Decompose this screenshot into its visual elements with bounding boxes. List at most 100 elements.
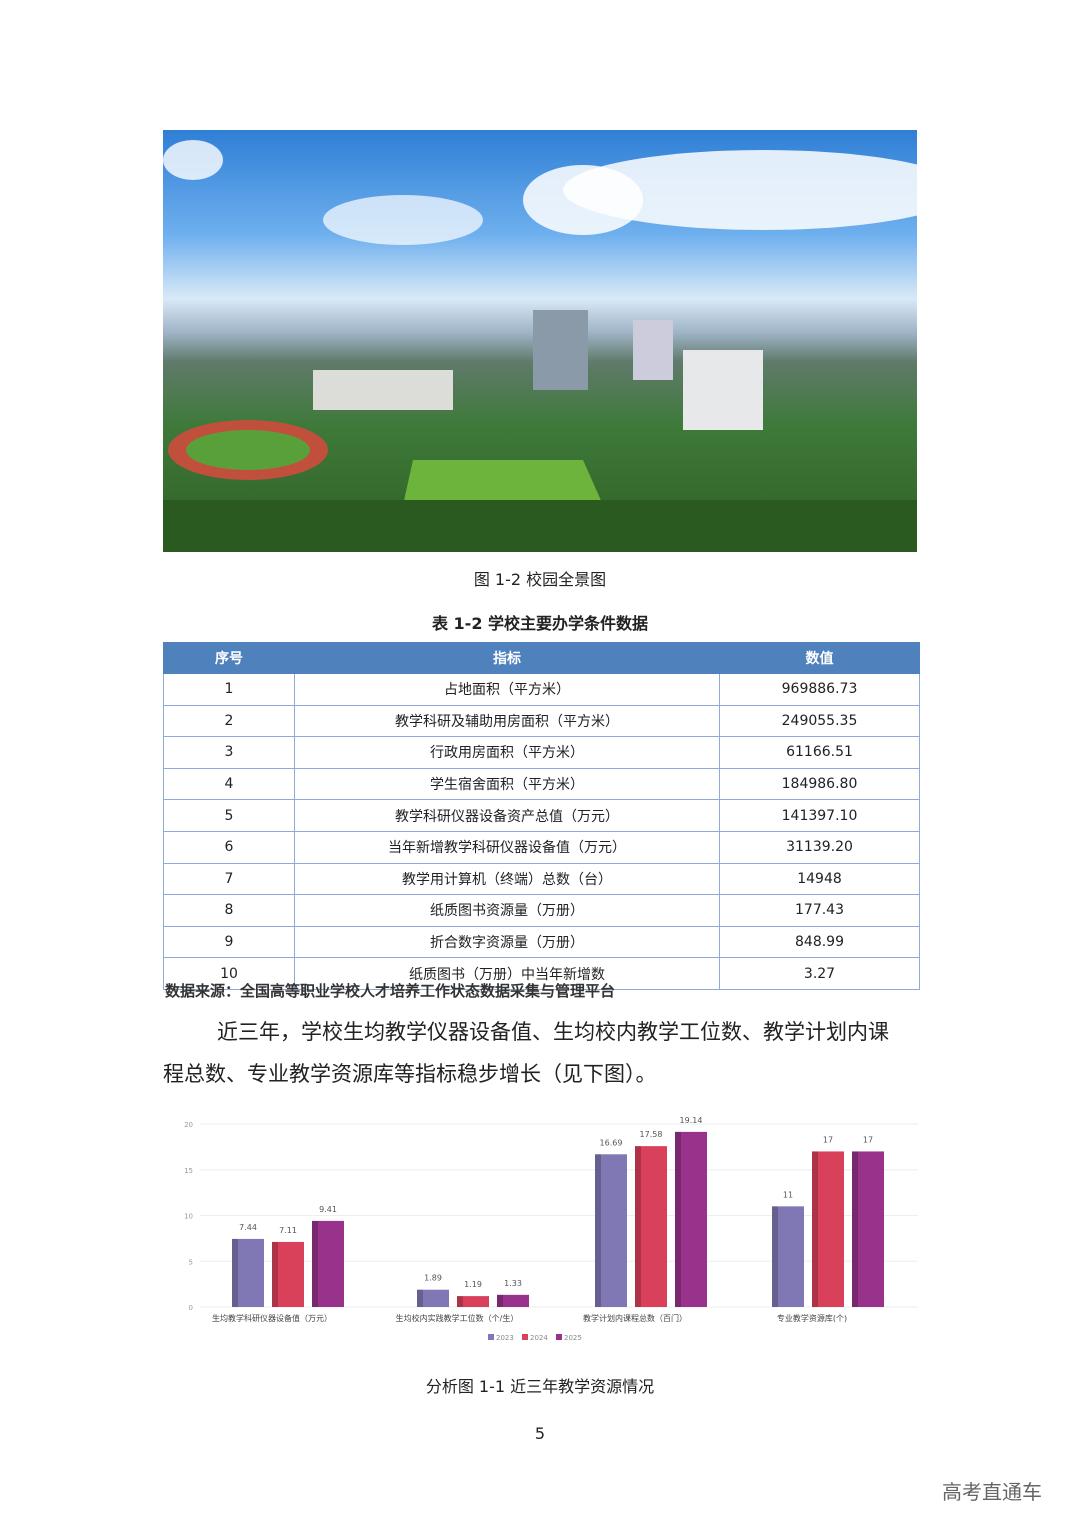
bar-2025	[312, 1220, 344, 1307]
teaching-resources-bar-chart: 0 5 10 15 20 7.44 7.11 9.41 生均教学科研仪器设备值（万元） 1.89 1…	[184, 1116, 918, 1342]
photo-caption: 图 1-2 校园全景图	[473, 570, 607, 589]
data-label: 7.11	[279, 1226, 297, 1235]
row-indicator-cell: 折合数字资源量（万册）	[294, 925, 720, 959]
row-value-cell: 848.99	[719, 925, 920, 959]
table-row: 6 当年新增教学科研仪器设备值（万元） 31139.20	[163, 830, 920, 864]
legend-swatch-2023	[488, 1334, 494, 1340]
y-tick-label: 10	[184, 1213, 193, 1221]
data-label: 17	[863, 1135, 873, 1144]
bar-side-shade	[852, 1151, 858, 1307]
campus-panorama-photo	[163, 130, 917, 552]
row-indicator-cell: 纸质图书（万册）中当年新增数	[294, 957, 720, 990]
bar-side-shade	[232, 1238, 238, 1307]
bar-side-shade	[595, 1154, 601, 1307]
table-row: 1 占地面积（平方米） 969886.73	[163, 673, 920, 706]
school-conditions-table: 序号 指标 数值 1 占地面积（平方米） 969886.73 2 教学科研及辅助用房面积…	[163, 642, 920, 990]
bar-side-shade	[457, 1296, 463, 1307]
bar-2023	[232, 1238, 264, 1307]
table-row: 5 教学科研仪器设备资产总值（万元） 141397.10	[163, 799, 920, 832]
data-label: 1.33	[504, 1279, 522, 1288]
legend-swatch-2025	[556, 1334, 562, 1340]
data-label: 1.89	[424, 1274, 442, 1283]
data-label: 19.14	[680, 1116, 703, 1125]
bar-side-shade	[812, 1151, 818, 1307]
row-value-cell: 14948	[719, 862, 920, 896]
paragraph-line-1: 近三年，学校生均教学仪器设备值、生均校内教学工位数、教学计划内课	[217, 1020, 889, 1044]
page-number: 5	[534, 1424, 546, 1443]
row-indicator-cell: 当年新增教学科研仪器设备值（万元）	[294, 830, 720, 864]
header-value: 数值	[719, 642, 920, 674]
row-indicator-cell: 教学科研仪器设备资产总值（万元）	[294, 799, 720, 832]
data-label: 1.19	[464, 1280, 482, 1289]
table-row: 2 教学科研及辅助用房面积（平方米） 249055.35	[163, 704, 920, 738]
row-value-cell: 3.27	[719, 957, 920, 990]
bar-2025	[497, 1294, 529, 1307]
data-label: 17.58	[640, 1130, 663, 1139]
row-index-cell: 1	[163, 673, 295, 706]
bar-2024	[635, 1146, 667, 1307]
data-label: 11	[783, 1190, 793, 1199]
legend-label: 2024	[530, 1334, 548, 1342]
row-index-cell: 4	[163, 767, 295, 801]
row-value-cell: 61166.51	[719, 736, 920, 769]
bar-side-shade	[312, 1220, 318, 1307]
bar-side-shade	[417, 1289, 423, 1307]
table-row: 3 行政用房面积（平方米） 61166.51	[163, 736, 920, 769]
row-value-cell: 141397.10	[719, 799, 920, 832]
row-indicator-cell: 教学科研及辅助用房面积（平方米）	[294, 704, 720, 738]
data-label: 16.69	[600, 1138, 623, 1147]
category-label: 生均教学科研仪器设备值（万元）	[212, 1313, 332, 1323]
table-row: 10 纸质图书（万册）中当年新增数 3.27	[163, 957, 920, 990]
bar-side-shade	[497, 1294, 503, 1307]
header-indicator: 指标	[294, 642, 720, 674]
table-row: 9 折合数字资源量（万册） 848.99	[163, 925, 920, 959]
legend-label: 2025	[564, 1334, 582, 1342]
row-indicator-cell: 学生宿舍面积（平方米）	[294, 767, 720, 801]
row-indicator-cell: 占地面积（平方米）	[294, 673, 720, 706]
category-label: 教学计划内课程总数（百门）	[583, 1313, 687, 1323]
row-index-cell: 10	[163, 957, 295, 990]
row-index-cell: 6	[163, 830, 295, 864]
row-value-cell: 177.43	[719, 894, 920, 927]
bar-2023	[772, 1206, 804, 1307]
row-index-cell: 9	[163, 925, 295, 959]
bar-2024	[812, 1151, 844, 1307]
bar-2025	[852, 1151, 884, 1307]
chart-caption: 分析图 1-1 近三年教学资源情况	[425, 1377, 655, 1396]
row-indicator-cell: 教学用计算机（终端）总数（台）	[294, 862, 720, 896]
row-index-cell: 5	[163, 799, 295, 832]
row-index-cell: 7	[163, 862, 295, 896]
bar-side-shade	[272, 1241, 278, 1307]
bar-2023	[595, 1154, 627, 1307]
row-value-cell: 969886.73	[719, 673, 920, 706]
bar-side-shade	[772, 1206, 778, 1307]
table-row: 4 学生宿舍面积（平方米） 184986.80	[163, 767, 920, 801]
category-label: 生均校内实践教学工位数（个/生）	[396, 1313, 519, 1323]
paragraph-line-2: 程总数、专业教学资源库等指标稳步增长（见下图）。	[163, 1062, 657, 1086]
row-value-cell: 249055.35	[719, 704, 920, 738]
category-label: 专业教学资源库(个)	[777, 1313, 847, 1323]
y-tick-label: 20	[184, 1121, 193, 1129]
legend-swatch-2024	[522, 1334, 528, 1340]
bar-2025	[675, 1131, 707, 1307]
y-tick-label: 5	[189, 1258, 193, 1266]
data-source-note: 数据来源：全国高等职业学校人才培养工作状态数据采集与管理平台	[165, 982, 616, 1000]
data-label: 17	[823, 1135, 833, 1144]
row-index-cell: 2	[163, 704, 295, 738]
header-index: 序号	[163, 642, 295, 674]
data-label: 7.44	[239, 1223, 257, 1232]
bar-2024	[457, 1296, 489, 1307]
data-label: 9.41	[319, 1205, 337, 1214]
bar-2024	[272, 1241, 304, 1307]
legend-label: 2023	[496, 1334, 514, 1342]
table-row: 8 纸质图书资源量（万册） 177.43	[163, 894, 920, 927]
bar-2023	[417, 1289, 449, 1307]
y-tick-label: 0	[189, 1304, 193, 1312]
row-indicator-cell: 纸质图书资源量（万册）	[294, 894, 720, 927]
table-title: 表 1-2 学校主要办学条件数据	[431, 614, 649, 633]
row-index-cell: 3	[163, 736, 295, 769]
bar-side-shade	[675, 1131, 681, 1307]
row-indicator-cell: 行政用房面积（平方米）	[294, 736, 720, 769]
row-value-cell: 184986.80	[719, 767, 920, 801]
